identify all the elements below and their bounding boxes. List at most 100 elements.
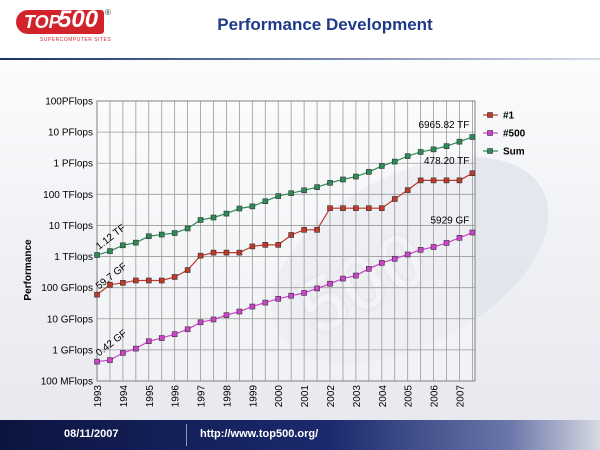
x-tick-label: 1994: [119, 385, 130, 408]
data-point: [120, 279, 126, 286]
y-tick-label: 100 TFlops: [43, 190, 93, 201]
data-point: [133, 277, 139, 284]
data-point: [236, 205, 243, 212]
logo-subtitle: SUPERCOMPUTER SITES: [40, 37, 112, 43]
data-point: [275, 242, 282, 248]
data-point: [314, 227, 320, 233]
data-point: [404, 187, 411, 193]
data-point: [236, 308, 243, 315]
data-point: [353, 173, 359, 180]
logo-badge: [16, 10, 104, 34]
footer-date: 08/11/2007: [64, 428, 119, 440]
data-point: [133, 345, 139, 352]
x-tick-label: 1996: [171, 385, 182, 408]
data-point: [171, 331, 178, 337]
y-tick-label: 100 GFlops: [41, 283, 93, 294]
data-point: [314, 285, 320, 292]
data-point: [469, 170, 476, 176]
data-point: [327, 205, 333, 211]
footer-divider: [186, 424, 187, 446]
data-point: [158, 277, 165, 284]
data-point: [94, 291, 100, 298]
data-point: [223, 210, 230, 217]
x-tick-label: 1993: [93, 385, 104, 408]
legend-marker: [487, 112, 493, 118]
data-point: [275, 296, 282, 302]
y-tick-label: 1 PFlops: [54, 159, 93, 170]
y-axis: 100 MFlops 1 GFlops 10 GFlops 100 GFlops 1 T…: [41, 97, 93, 388]
top500-logo[interactable]: TOP 500 ® SUPERCOMPUTER SITES: [16, 6, 112, 46]
x-tick-label: 2003: [352, 385, 363, 408]
data-point: [469, 229, 476, 236]
series-n500: [94, 229, 476, 365]
y-tick-label: 10 TFlops: [49, 221, 93, 232]
data-point: [197, 217, 204, 223]
data-point: [184, 326, 191, 333]
series-sum: [94, 134, 476, 258]
data-point: [366, 169, 372, 175]
end-value-label: 6965.82 TF: [418, 120, 469, 131]
data-point: [443, 143, 450, 149]
data-point: [391, 196, 398, 202]
data-point: [456, 138, 463, 145]
data-point: [353, 272, 359, 279]
data-point: [249, 303, 256, 310]
data-point: [301, 227, 307, 233]
x-tick-label: 1997: [197, 385, 208, 408]
data-point: [417, 149, 424, 155]
x-axis: 1993 1994 1995 1996 1997 1998 1999 2000 2001 2002…: [93, 385, 466, 408]
data-point: [171, 274, 178, 280]
data-point: [378, 163, 385, 169]
footer-edge-mark: [586, 422, 587, 448]
data-point: [262, 242, 269, 248]
data-point: [327, 180, 333, 186]
data-point: [223, 249, 230, 256]
plot-frame: [96, 100, 476, 382]
x-tick-label: 2007: [455, 385, 466, 408]
footer: 08/11/2007 http://www.top500.org/: [0, 420, 600, 450]
data-point: [417, 247, 424, 253]
data-point: [301, 290, 307, 296]
data-point: [404, 153, 411, 159]
data-point: [340, 176, 346, 183]
end-value-label: 5929 GF: [430, 216, 469, 227]
x-tick-label: 2000: [274, 385, 285, 408]
data-point: [288, 232, 294, 238]
data-point: [430, 177, 437, 184]
data-point: [378, 260, 385, 266]
data-point: [107, 357, 113, 363]
end-value-label: 478.20 TF: [424, 156, 469, 167]
data-point: [184, 225, 191, 232]
legend-label: #1: [503, 111, 515, 122]
x-tick-label: 1999: [248, 385, 259, 408]
data-point: [301, 187, 307, 194]
y-tick-label: 10 PFlops: [48, 128, 93, 139]
data-point: [210, 214, 217, 221]
data-point: [340, 275, 346, 282]
legend-marker: [487, 148, 493, 154]
legend-label: Sum: [503, 147, 525, 158]
legend-item: Sum: [483, 147, 525, 158]
x-tick-label: 1995: [145, 385, 156, 408]
data-point: [184, 267, 191, 273]
data-point: [314, 184, 320, 190]
legend-label: #500: [503, 129, 526, 140]
data-point: [275, 193, 282, 199]
data-point: [210, 316, 217, 323]
data-point: [327, 280, 333, 287]
footer-url-link[interactable]: http://www.top500.org/: [200, 428, 319, 440]
data-point: [456, 235, 463, 241]
data-point: [107, 281, 113, 288]
data-point: [158, 231, 165, 238]
data-point: [249, 203, 256, 210]
y-axis-title: Performance: [23, 239, 34, 301]
data-point: [366, 266, 372, 272]
page-title: Performance Development: [217, 15, 433, 34]
chart-grid: [96, 100, 476, 382]
x-tick-label: 2005: [404, 385, 415, 408]
data-point: [145, 277, 152, 284]
data-point: [353, 205, 359, 211]
data-point: [145, 338, 152, 345]
data-point: [223, 312, 230, 318]
